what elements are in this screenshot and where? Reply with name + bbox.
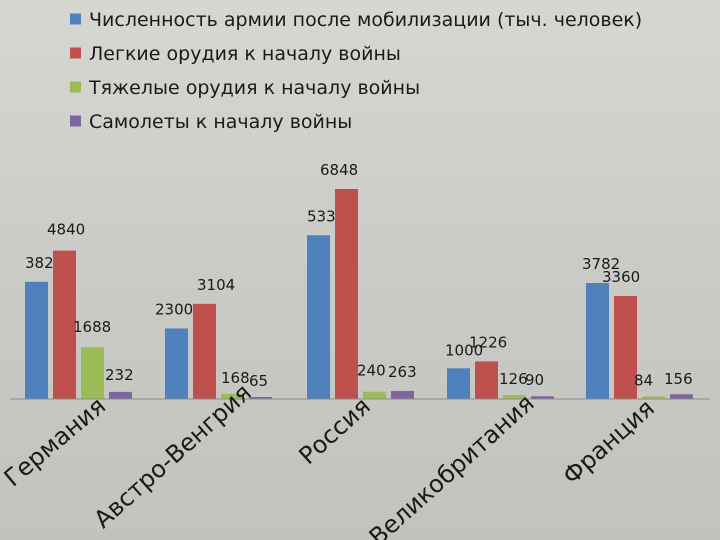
bar-4-1 — [447, 368, 470, 399]
data-label-1-4: 232 — [105, 366, 134, 384]
legend-label-3: Тяжелые орудия к началу войны — [88, 77, 420, 99]
bar-1-4 — [109, 391, 132, 399]
category-label-4: Великобритания — [364, 389, 540, 540]
bar-4-2 — [475, 361, 498, 399]
category-label-2: Австро-Венгрия — [89, 378, 257, 533]
legend-swatch-2 — [70, 47, 81, 59]
data-label-2-1: 2300 — [155, 300, 193, 318]
legend-label-1: Численность армии после мобилизации (тыч… — [89, 9, 642, 31]
data-label-4-2: 1226 — [469, 333, 507, 351]
legend-swatch-4 — [70, 115, 81, 127]
category-label-5: Франция — [557, 394, 659, 490]
legend-label-2: Легкие орудия к началу войны — [89, 43, 401, 65]
data-label-4-1: 1000 — [445, 341, 483, 359]
bar-5-3 — [642, 396, 665, 399]
data-label-5-3: 84 — [634, 371, 653, 389]
data-label-2-2: 3104 — [197, 276, 235, 294]
bar-5-2 — [614, 295, 637, 399]
bar-1-2 — [53, 250, 76, 399]
category-label-3: Россия — [293, 392, 375, 470]
bar-2-2 — [193, 303, 216, 399]
data-label-2-3: 168 — [221, 369, 250, 387]
data-label-3-4: 263 — [388, 363, 417, 381]
data-label-1-2: 4840 — [47, 221, 85, 239]
bar-3-1 — [307, 235, 330, 399]
data-label-3-2: 6848 — [320, 161, 358, 179]
data-label-3-3: 240 — [357, 362, 386, 380]
bar-5-4 — [670, 394, 693, 399]
data-label-5-2: 3360 — [602, 268, 640, 286]
legend-label-4: Самолеты к началу войны — [89, 111, 352, 133]
legend-swatch-1 — [70, 13, 81, 25]
bar-1-1 — [25, 281, 48, 399]
legend-swatch-3 — [70, 81, 81, 93]
bar-4-3 — [503, 395, 526, 399]
bar-2-3 — [221, 393, 244, 399]
data-label-4-4: 90 — [525, 371, 544, 389]
data-label-5-1: 3782 — [582, 255, 620, 273]
chart-legend: Численность армии после мобилизации (тыч… — [70, 9, 642, 133]
bar-2-4 — [249, 397, 272, 399]
bar-3-2 — [335, 189, 358, 399]
bar-4-4 — [531, 396, 554, 399]
bar-3-3 — [363, 391, 386, 399]
data-label-4-3: 126 — [499, 370, 528, 388]
bar-5-1 — [586, 283, 609, 399]
category-label-1: Германия — [0, 392, 111, 493]
bar-2-1 — [165, 328, 188, 399]
bar-1-3 — [81, 347, 104, 399]
bar-3-4 — [391, 390, 414, 399]
data-label-2-4: 65 — [249, 372, 268, 390]
data-label-5-4: 156 — [664, 370, 693, 388]
data-label-1-3: 1688 — [73, 318, 111, 336]
